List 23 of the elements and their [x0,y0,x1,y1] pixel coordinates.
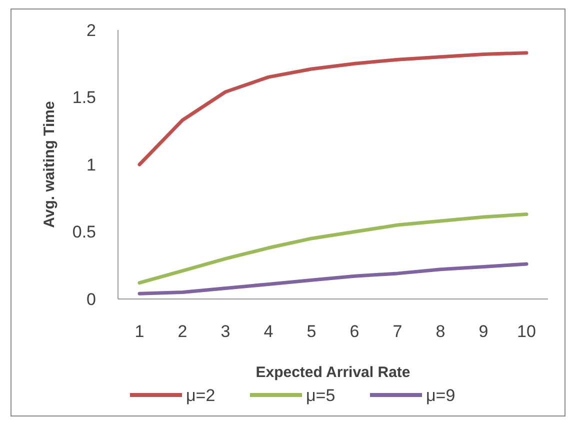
legend-label: μ=9 [426,386,456,405]
y-tick-label: 1.5 [72,88,96,108]
x-tick-label: 2 [178,322,188,341]
x-tick-label: 6 [350,322,360,341]
line-series [138,51,528,166]
x-tick-label: 9 [478,322,488,341]
line-series [138,262,528,296]
y-tick-label: 2 [86,20,96,40]
x-axis-title: Expected Arrival Rate [256,364,410,381]
y-tick-label: 1 [86,155,96,174]
line-series [138,212,528,285]
legend-label: μ=5 [306,386,336,405]
y-tick-label: 0 [86,290,96,309]
x-tick-label: 5 [306,322,316,341]
legend-label: μ=2 [186,386,216,405]
x-tick-label: 10 [517,322,536,341]
y-tick-label: 0.5 [72,222,96,242]
x-tick-label: 4 [264,322,274,341]
x-tick-label: 3 [220,322,230,341]
y-axis-title: Avg. waiting Time [41,101,58,228]
x-tick-label: 8 [436,322,446,341]
x-tick-label: 1 [134,322,144,341]
x-tick-label: 7 [392,322,402,341]
